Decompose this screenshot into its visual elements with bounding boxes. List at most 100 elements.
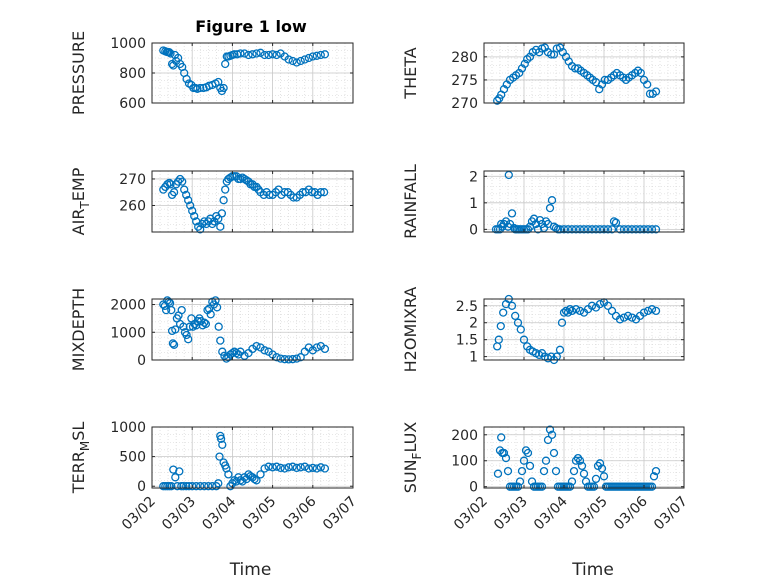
y-axis-title: H2OMIXRA [401,287,420,373]
data-point [520,59,529,68]
data-point [316,188,325,197]
y-tick-label: 270 [119,172,146,188]
data-point [623,311,633,321]
data-point [597,464,607,473]
data-point [180,185,189,194]
data-point [292,58,301,67]
y-tick-label: 1 [469,350,478,366]
data-point [232,477,241,486]
data-point [567,477,577,486]
data-point [288,56,297,66]
data-point [240,49,249,58]
data-point [161,305,171,315]
data-point [499,448,509,458]
data-point [173,482,182,491]
data-point [196,83,205,93]
data-point [179,482,188,491]
data-point [555,345,565,354]
data-point [547,430,557,439]
data-point [587,225,597,234]
data-point [182,74,191,84]
data-point [260,464,269,473]
data-point [627,225,637,234]
data-point [495,225,505,234]
data-point [280,464,289,473]
data-point [503,466,513,476]
data-point [175,467,184,476]
data-point [513,482,523,491]
data-point [583,225,593,234]
data-point [182,190,191,200]
y-tick-label: 500 [119,450,146,466]
data-point [214,322,223,331]
data-point [516,325,525,334]
data-point [545,425,555,434]
data-point [565,482,575,491]
data-point [169,340,179,349]
data-point [190,211,199,221]
data-point [501,453,511,463]
y-tick-label: 2000 [110,298,146,314]
data-point [252,49,261,58]
data-point [589,482,599,491]
data-point [288,462,297,471]
data-point [569,466,579,476]
data-point [547,196,557,205]
x-tick-label: 03/07 [651,494,691,534]
data-point [567,225,577,234]
data-point [182,482,191,491]
data-point [276,463,285,473]
data-point [599,472,609,481]
y-tick-label: 0 [469,480,478,496]
y-tick-label: 280 [451,50,478,66]
subplot-5: 0 1000 2000 MIXDEPTH [69,288,354,371]
data-point [312,51,321,60]
data-point [169,188,179,197]
y-tick-label: 800 [119,66,146,82]
x-tick-label: 03/02 [119,494,159,534]
data-point [651,466,661,476]
data-point [175,174,185,184]
data-point [300,55,309,64]
y-tick-label: 270 [451,96,478,112]
y-tick-label: 200 [451,428,478,444]
data-point [320,50,330,59]
data-point [523,448,533,458]
x-tick-label: 03/03 [159,494,199,534]
x-tick-label: 03/05 [571,494,611,534]
data-point [507,301,517,310]
data-point [166,49,175,58]
data-point [529,214,539,223]
data-point [497,433,506,442]
axes-frame [151,426,354,489]
data-point [511,311,520,321]
data-point [549,448,559,458]
data-point [184,335,193,344]
data-point [519,456,529,465]
data-point [615,315,625,324]
data-point [559,225,569,234]
data-point [647,225,657,234]
data-point [308,463,317,473]
data-point [221,185,230,194]
x-tick-label: 03/03 [491,494,531,534]
data-point [651,306,661,316]
data-point [639,225,649,234]
data-point [188,482,197,491]
data-point [196,482,205,491]
data-point [264,50,273,60]
data-point [256,343,265,352]
y-axis-title: RAINFALL [401,164,420,239]
axes-frame [151,170,354,233]
data-point [166,180,175,189]
data-point [296,463,305,472]
data-point [533,225,543,234]
data-point [232,348,241,358]
data-point [647,305,657,314]
data-point [499,308,508,317]
data-point [288,355,297,364]
data-point [615,225,625,234]
data-point [565,305,575,314]
data-point [631,225,641,234]
data-point [264,462,273,471]
